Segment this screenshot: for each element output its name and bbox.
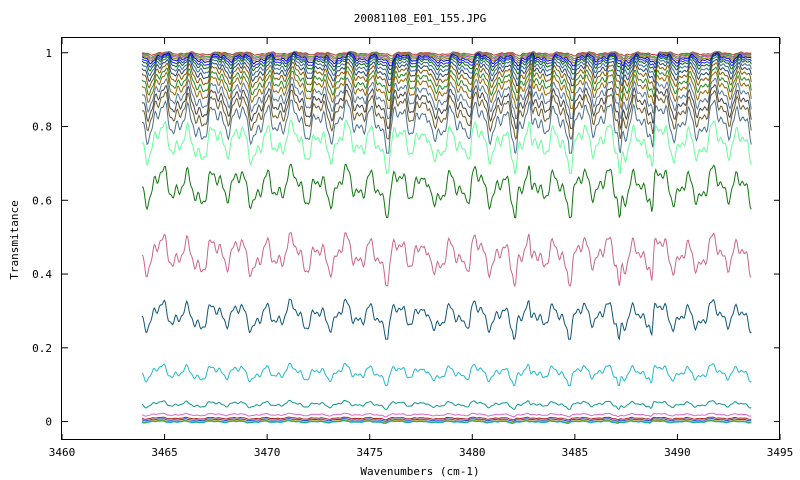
y-tick-label: 0.6 — [32, 194, 52, 207]
series-line — [141, 65, 752, 103]
y-tick-label: 0.2 — [32, 342, 52, 355]
chart-title: 20081108_E01_155.JPG — [354, 12, 486, 25]
series-line — [141, 89, 752, 141]
y-tick-label: 0.8 — [32, 121, 52, 134]
series-line — [141, 400, 752, 411]
series-line — [141, 298, 752, 341]
series-line — [141, 420, 752, 424]
series-line — [141, 53, 752, 71]
series-line — [141, 50, 752, 60]
series-line — [141, 53, 752, 76]
series-line — [141, 70, 752, 111]
x-tick-label: 3460 — [49, 446, 76, 459]
x-tick-label: 3465 — [151, 446, 178, 459]
series-line — [141, 83, 752, 131]
x-tick-label: 3485 — [562, 446, 589, 459]
series-group — [141, 50, 752, 424]
series-line — [141, 61, 752, 94]
series-line — [141, 362, 752, 387]
series-line — [141, 52, 752, 67]
y-tick-label: 1 — [45, 47, 52, 60]
series-line — [141, 77, 752, 120]
series-line — [141, 50, 752, 57]
axis-ticks: 3460 3465 3470 3475 3480 3485 3490 3495 0 0.2 0.4 0… — [32, 38, 793, 459]
plot-frame — [61, 37, 780, 440]
series-line — [142, 163, 752, 219]
series-line — [141, 51, 752, 62]
x-axis-label: Wavenumbers (cm-1) — [360, 465, 479, 478]
series-line — [141, 418, 752, 422]
series-line — [141, 58, 752, 87]
x-tick-label: 3490 — [664, 446, 691, 459]
series-line — [141, 99, 752, 154]
series-line — [141, 119, 752, 174]
y-tick-label: 0.4 — [32, 268, 52, 281]
x-tick-label: 3480 — [459, 446, 486, 459]
x-tick-label: 3495 — [767, 446, 794, 459]
y-axis-label: Transmitance — [8, 200, 21, 279]
series-line — [141, 232, 752, 288]
x-tick-label: 3475 — [356, 446, 383, 459]
series-line — [141, 416, 752, 421]
x-tick-label: 3470 — [254, 446, 281, 459]
y-tick-label: 0 — [45, 416, 52, 429]
series-line — [141, 412, 752, 418]
series-line — [141, 55, 752, 81]
series-line — [141, 419, 752, 424]
